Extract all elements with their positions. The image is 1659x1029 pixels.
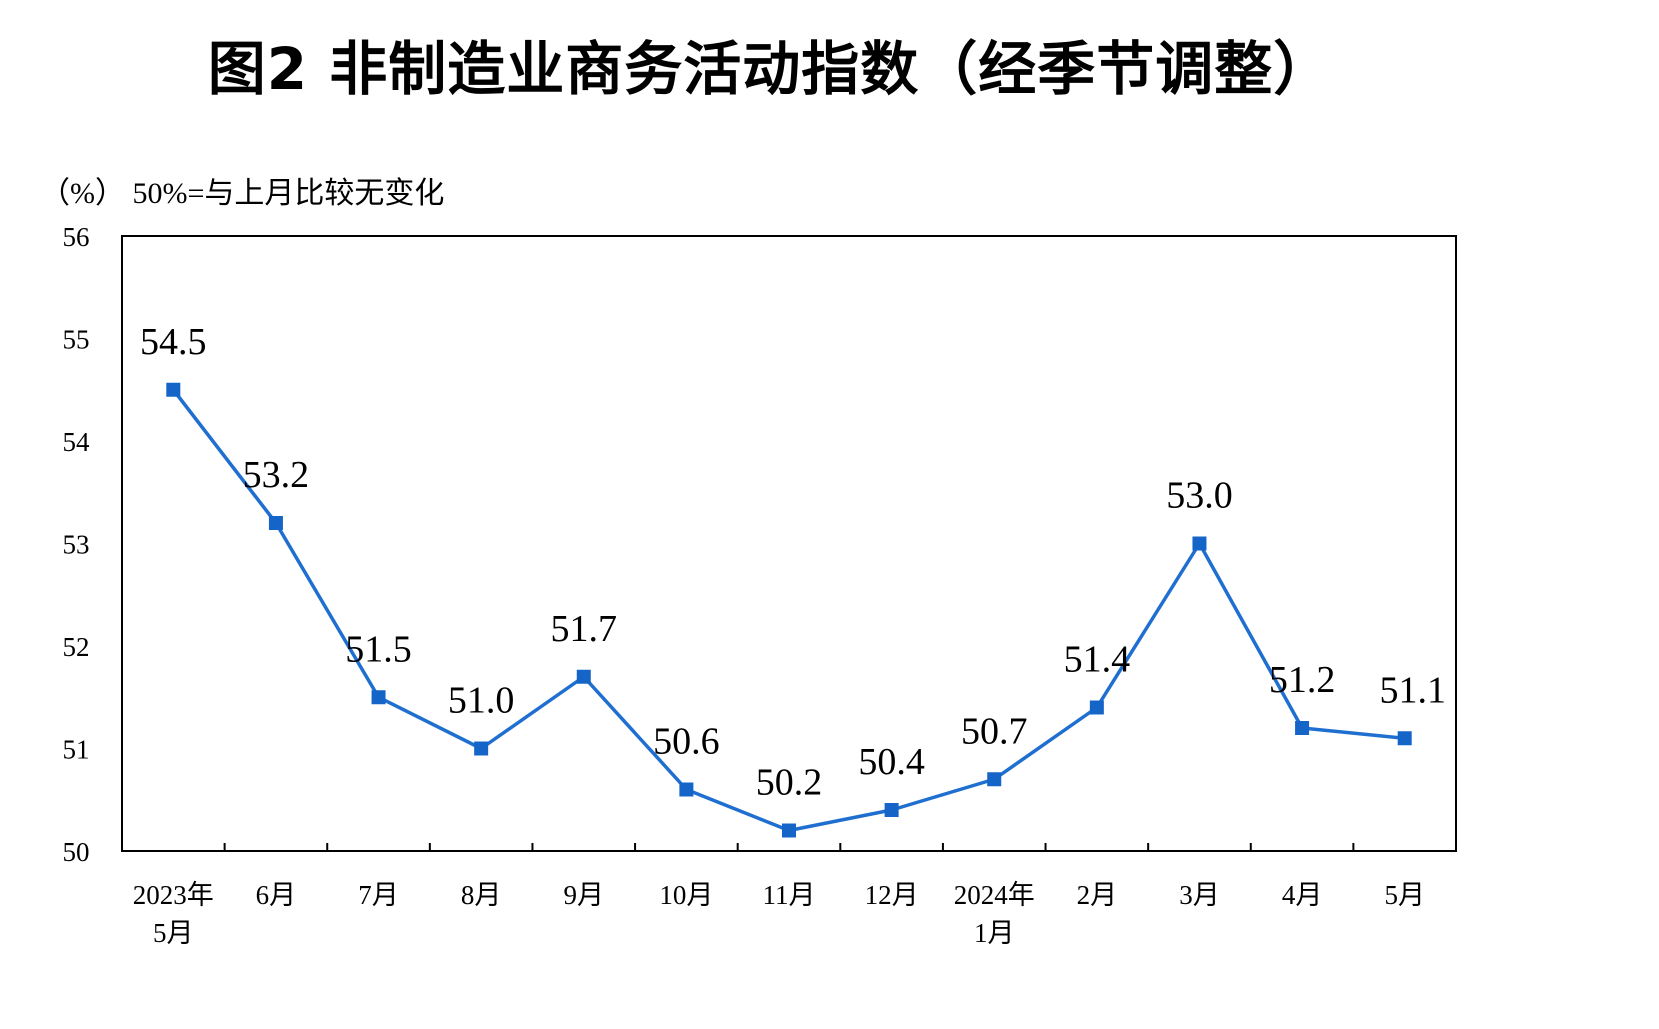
x-tick-label: 5月	[153, 918, 194, 948]
x-tick-label: 6月	[256, 880, 297, 910]
x-tick-label: 9月	[564, 880, 605, 910]
data-label: 51.1	[1379, 669, 1446, 711]
data-label: 51.5	[345, 628, 412, 670]
data-label: 50.4	[858, 741, 925, 783]
data-point-marker	[1397, 731, 1412, 746]
data-label: 54.5	[140, 321, 207, 363]
y-tick-label: 56	[63, 222, 90, 252]
data-label: 51.2	[1269, 659, 1336, 701]
x-tick-label: 10月	[659, 880, 713, 910]
data-point-marker	[1295, 721, 1310, 735]
y-tick-label: 54	[63, 427, 91, 457]
data-label: 50.6	[653, 721, 720, 763]
data-label: 53.2	[243, 454, 310, 496]
y-tick-label: 53	[63, 530, 90, 560]
data-label: 51.7	[551, 608, 618, 650]
data-point-marker	[268, 516, 283, 530]
data-point-marker	[987, 772, 1002, 787]
data-point-marker	[371, 690, 386, 705]
y-tick-label: 50	[63, 837, 90, 867]
unit-note: （%） 50%=与上月比较无变化	[40, 177, 445, 210]
data-label: 53.0	[1166, 475, 1233, 517]
x-tick-label: 7月	[358, 880, 399, 910]
data-point-marker	[576, 669, 591, 684]
data-point-marker	[166, 382, 181, 397]
x-tick-label: 11月	[763, 880, 816, 910]
data-label: 51.4	[1064, 639, 1131, 681]
x-tick-label: 8月	[461, 880, 502, 910]
x-tick-label: 5月	[1384, 880, 1425, 910]
x-tick-label: 2月	[1077, 880, 1118, 910]
y-tick-label: 52	[63, 632, 90, 662]
x-tick-label: 3月	[1179, 880, 1220, 910]
y-tick-label: 51	[63, 735, 90, 765]
data-point-marker	[884, 803, 899, 817]
x-tick-label: 2023年	[133, 880, 214, 910]
x-tick-label: 4月	[1282, 880, 1323, 910]
data-point-marker	[474, 741, 489, 756]
x-tick-label: 2024年	[954, 880, 1035, 910]
data-label: 51.0	[448, 680, 515, 722]
data-label: 50.7	[961, 710, 1028, 752]
y-tick-label: 55	[63, 325, 90, 355]
x-tick-label: 1月	[974, 918, 1015, 948]
x-tick-label: 12月	[865, 880, 919, 910]
data-point-marker	[679, 782, 694, 797]
plot-frame	[121, 235, 1457, 852]
chart-title: 图2 非制造业商务活动指数（经季节调整）	[207, 35, 1333, 103]
data-point-marker	[782, 823, 796, 838]
data-point-marker	[1089, 700, 1104, 715]
data-label: 50.2	[756, 762, 823, 804]
data-point-marker	[1192, 536, 1207, 551]
